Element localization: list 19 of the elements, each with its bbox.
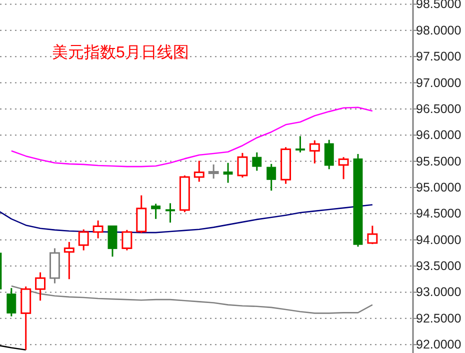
y-tick-label: 93.5000: [416, 259, 462, 274]
y-tick-label: 92.5000: [416, 311, 462, 326]
y-tick-label: 98.0000: [416, 23, 462, 38]
y-tick-label: 95.5000: [416, 154, 462, 168]
y-tick-label: 93.0000: [416, 285, 462, 300]
y-tick-label: 97.5000: [416, 50, 462, 64]
y-tick-label: 94.5000: [416, 206, 462, 221]
candlestick: [223, 162, 233, 184]
text: 美元指数5月日线图: [52, 44, 189, 62]
candlestick: [151, 202, 161, 220]
candlestick: [6, 287, 16, 318]
y-tick-label: 97.0000: [416, 76, 462, 90]
candlestick: [166, 202, 175, 224]
y-tick-label: 94.0000: [416, 232, 462, 247]
y-tick-label: 96.0000: [416, 128, 462, 142]
y-tick-label: 92.0000: [416, 338, 462, 352]
y-tick-label: 96.5000: [416, 102, 462, 116]
y-tick-label: 95.0000: [416, 180, 462, 194]
line-series: [10, 106, 374, 168]
